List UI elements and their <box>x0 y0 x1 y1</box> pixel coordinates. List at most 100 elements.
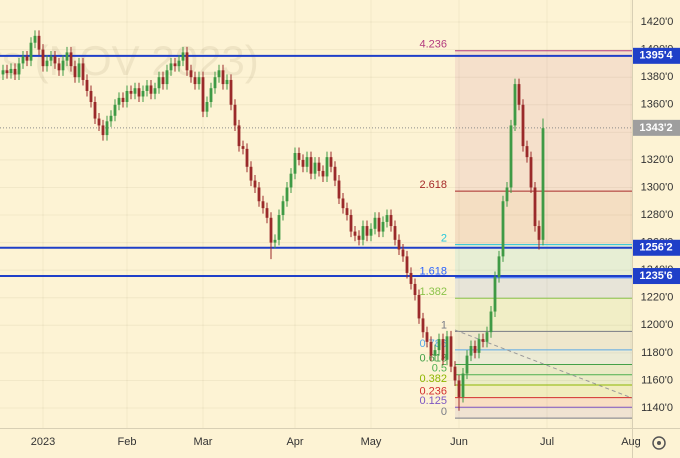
candle-body <box>129 90 133 94</box>
candle-body <box>173 63 177 67</box>
candle-body <box>301 159 305 167</box>
candle-body <box>325 157 329 177</box>
candle-body <box>61 60 65 71</box>
candle-body <box>213 77 217 89</box>
fib-band <box>455 407 632 419</box>
candle-body <box>153 88 157 94</box>
candle-body <box>321 170 325 177</box>
candle-body <box>405 256 409 273</box>
candle-body <box>397 239 401 250</box>
candle-body <box>49 56 53 61</box>
x-tick-label: Jul <box>540 436 554 448</box>
candle-body <box>1 70 5 75</box>
candle-body <box>249 166 253 181</box>
candle-body <box>33 35 37 43</box>
candle-body <box>245 148 249 167</box>
y-tick-label: 1360'0 <box>641 99 674 111</box>
x-tick-label: Feb <box>118 436 137 448</box>
candle-body <box>29 42 33 61</box>
candle-body <box>25 56 29 61</box>
candle-body <box>269 217 273 243</box>
candle-body <box>449 336 453 367</box>
candle-body <box>165 70 169 85</box>
candle-body <box>493 277 497 312</box>
candle-body <box>353 231 357 236</box>
candle-body <box>289 173 293 188</box>
candle-body <box>73 66 77 78</box>
candle-body <box>297 153 301 160</box>
fib-level-label: 1.382 <box>419 286 447 298</box>
candle-body <box>385 215 389 222</box>
candle-body <box>517 84 521 105</box>
price-badge <box>633 239 680 256</box>
candle-body <box>377 217 381 232</box>
candle-body <box>137 88 141 97</box>
settings-button[interactable] <box>652 436 666 450</box>
candle-body <box>401 249 405 257</box>
price-badge-label: 1343'2 <box>639 122 672 134</box>
candle-body <box>465 355 469 374</box>
candle-body <box>221 70 225 85</box>
candle-body <box>357 235 361 240</box>
candle-body <box>113 104 117 116</box>
candle-body <box>445 336 449 360</box>
candle-body <box>117 97 121 105</box>
price-badge <box>633 119 680 136</box>
candle-body <box>461 373 465 397</box>
candle-body <box>529 157 533 188</box>
candle-body <box>305 157 309 167</box>
candle-body <box>185 52 189 71</box>
candle-body <box>413 283 417 295</box>
candle-body <box>209 88 213 103</box>
candle-body <box>349 215 353 232</box>
candle-body <box>85 79 89 91</box>
candle-body <box>293 153 297 174</box>
candle-body <box>533 187 537 227</box>
candle-body <box>469 345 473 356</box>
y-tick-label: 1300'0 <box>641 181 674 193</box>
candle-body <box>229 79 233 105</box>
fib-band <box>455 298 632 332</box>
price-badge-label: 1256'2 <box>639 242 672 254</box>
settings-icon[interactable] <box>652 436 666 450</box>
candle-body <box>237 125 241 147</box>
x-tick-label: Apr <box>286 436 303 448</box>
candle-body <box>437 339 441 351</box>
candle-body <box>361 226 365 240</box>
fib-level-label: 2 <box>441 233 447 245</box>
fib-level-label: 0.236 <box>419 386 447 398</box>
y-tick-label: 1160'0 <box>641 374 673 386</box>
candle-body <box>333 166 337 181</box>
candle-body <box>257 187 261 202</box>
price-badge <box>633 47 680 64</box>
x-tick-label: 2023 <box>31 436 55 448</box>
fib-level-label: 0.618 <box>419 352 447 364</box>
y-tick-label: 1200'0 <box>641 319 674 331</box>
candle-body <box>457 380 461 397</box>
candle-body <box>57 63 61 71</box>
candle-body <box>145 85 149 91</box>
candle-body <box>473 345 477 353</box>
price-badge-label: 1395'4 <box>639 50 673 62</box>
fib-level-label: 1.618 <box>419 266 447 278</box>
candle-body <box>65 52 69 61</box>
candle-body <box>525 146 529 158</box>
fib-band <box>455 374 632 385</box>
settings-icon-center[interactable] <box>657 441 661 445</box>
candle-body <box>501 201 505 257</box>
candle-body <box>429 341 433 356</box>
candle-body <box>313 162 317 174</box>
candle-body <box>5 70 9 74</box>
candle-body <box>189 70 193 78</box>
candle-body <box>265 208 269 218</box>
candle-body <box>537 226 541 240</box>
candle-body <box>373 217 377 229</box>
price-badge-label: 1235'6 <box>639 270 672 282</box>
candle-body <box>309 157 313 174</box>
candle-body <box>177 60 181 67</box>
candle-body <box>345 208 349 216</box>
candle-body <box>157 77 161 89</box>
candle-body <box>441 339 445 360</box>
candle-body <box>497 256 501 278</box>
